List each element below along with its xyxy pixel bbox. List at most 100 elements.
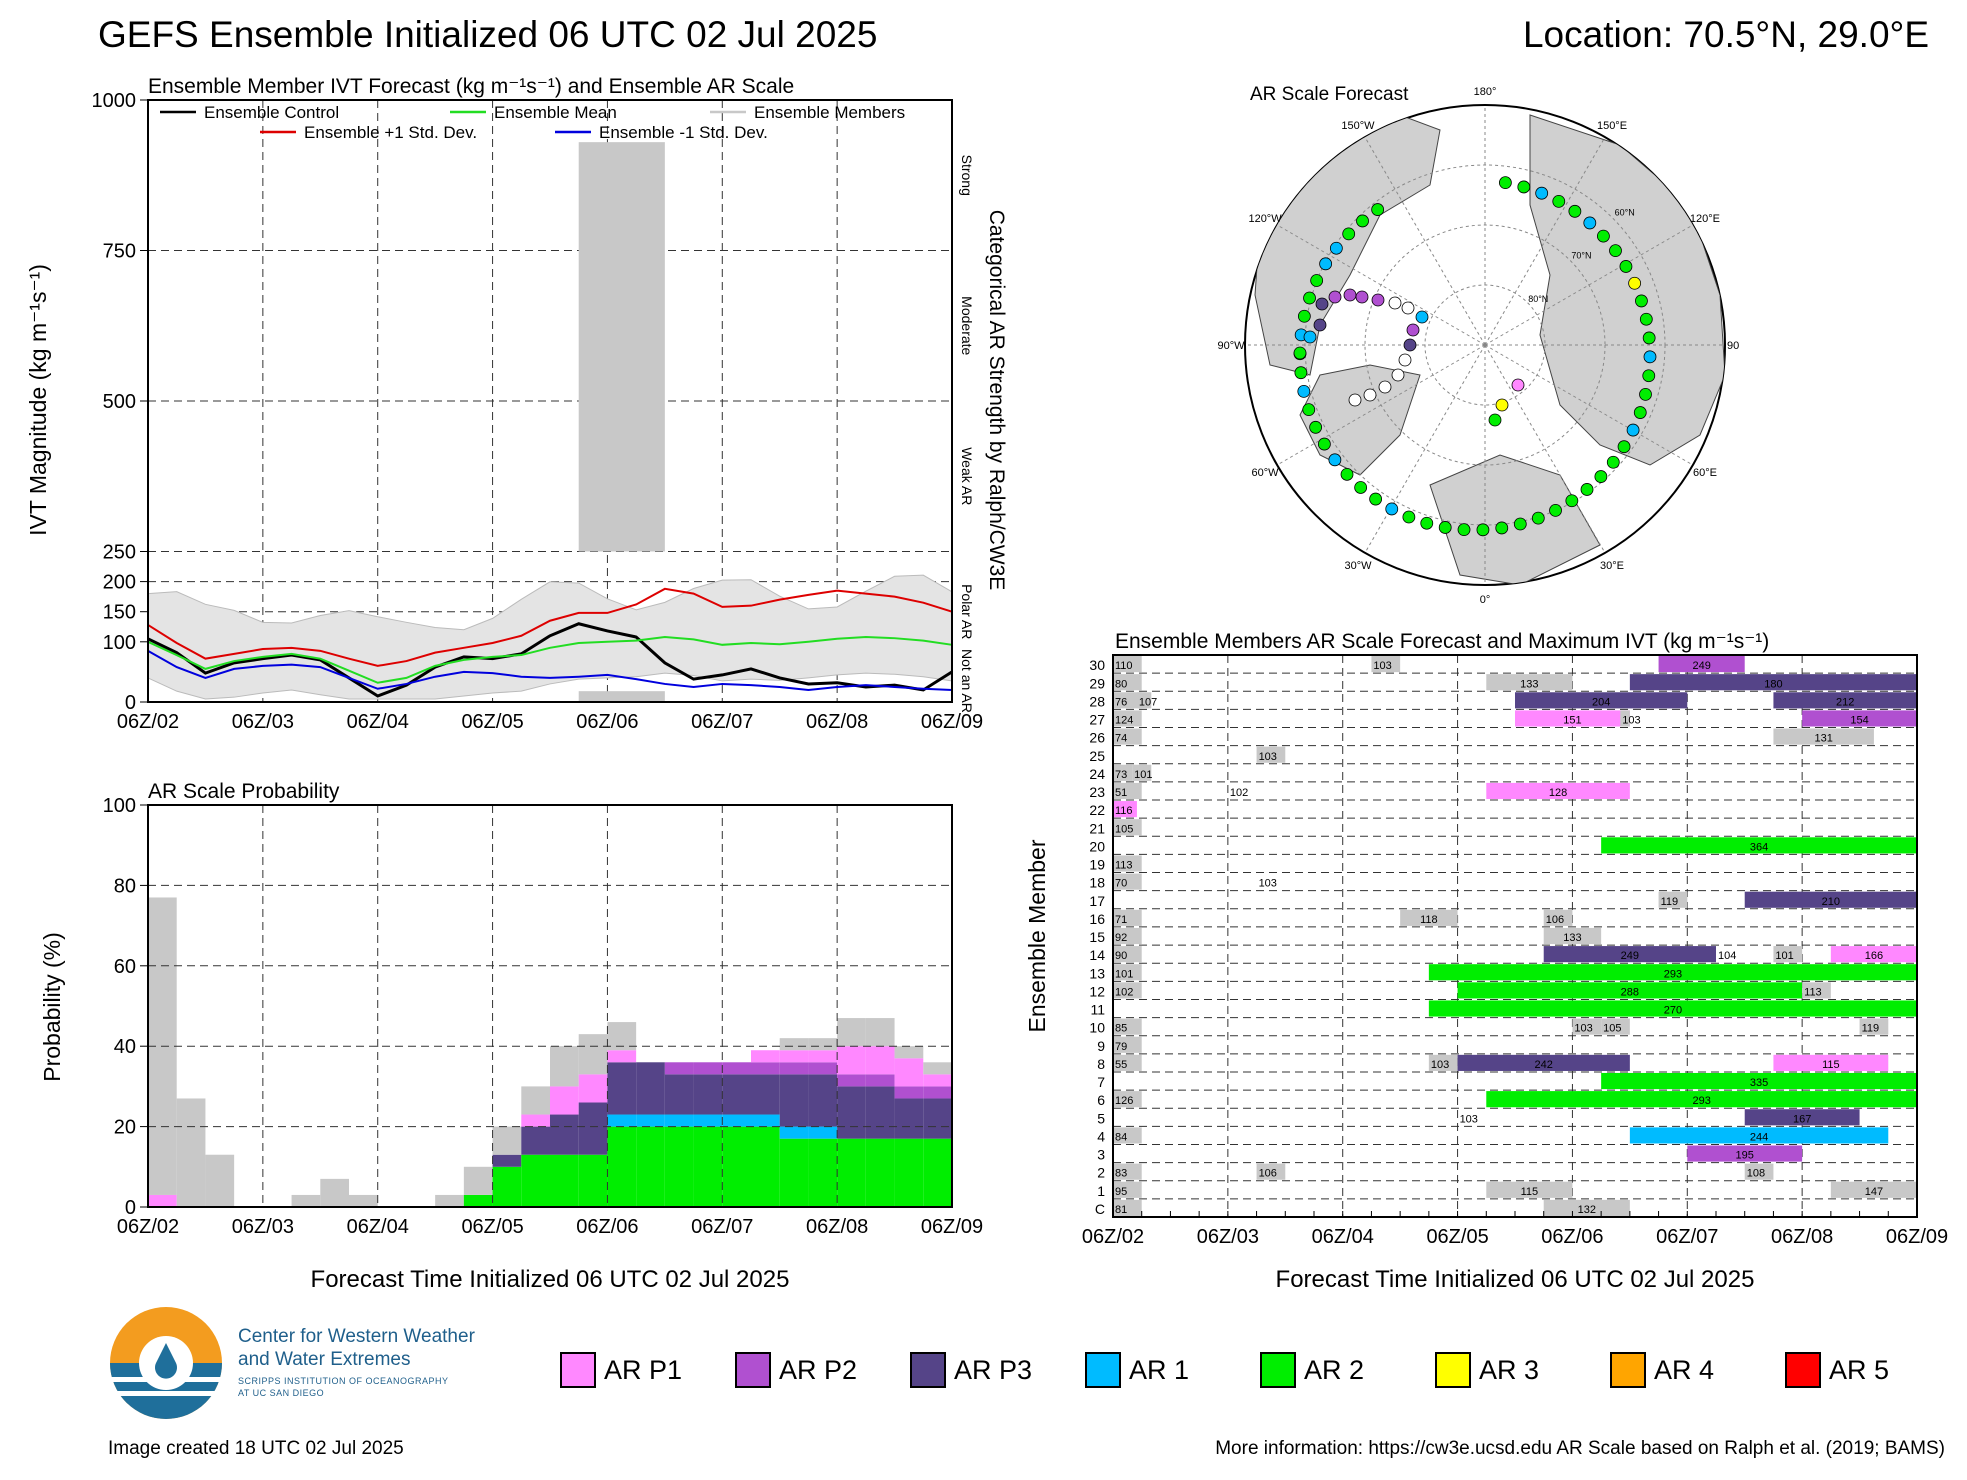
member-event-bar bbox=[1113, 1181, 1142, 1198]
ivt-chart-title: Ensemble Member IVT Forecast (kg m⁻¹s⁻¹)… bbox=[148, 75, 794, 98]
legend-swatch bbox=[560, 1352, 596, 1388]
member-ivt-label: 244 bbox=[1750, 1131, 1768, 1143]
map-lon-label: 120°W bbox=[1248, 213, 1282, 225]
prob-bar-segment bbox=[550, 1114, 579, 1155]
member-label: 26 bbox=[1089, 730, 1105, 746]
member-ivt-label: 113 bbox=[1804, 986, 1822, 998]
prob-bar-segment bbox=[722, 1114, 751, 1127]
prob-bar-segment bbox=[492, 1166, 522, 1207]
map-ar-point bbox=[1476, 523, 1490, 537]
ivt-series-line bbox=[147, 649, 953, 691]
member-label: 19 bbox=[1089, 857, 1105, 873]
prob-bar-segment bbox=[148, 1194, 177, 1207]
member-ivt-label: 270 bbox=[1664, 1005, 1682, 1017]
prob-bar-segment bbox=[894, 1058, 924, 1087]
member-ivt-label: 81 bbox=[1115, 1204, 1127, 1216]
prob-bar-segment bbox=[751, 1074, 780, 1115]
member-ivt-label: 131 bbox=[1814, 733, 1832, 745]
map-ar-point bbox=[1294, 366, 1308, 380]
member-event-bar bbox=[1486, 782, 1630, 800]
ivt-category-label: Strong bbox=[959, 155, 975, 196]
map-ar-point bbox=[1639, 387, 1652, 401]
map-ar-point bbox=[1495, 398, 1509, 412]
map-lon-label: 120°E bbox=[1690, 213, 1720, 225]
map-ar-point bbox=[1348, 393, 1362, 407]
member-event-bar bbox=[1629, 674, 1917, 691]
map-ar-point bbox=[1642, 369, 1656, 383]
prob-bar-segment bbox=[435, 1194, 464, 1207]
prob-bar-segment bbox=[808, 1050, 838, 1063]
legend-label: AR 5 bbox=[1829, 1354, 1890, 1385]
member-ivt-label: 115 bbox=[1822, 1059, 1840, 1071]
cw3e-logo: Center for Western Weather and Water Extr… bbox=[108, 1305, 528, 1425]
map-ar-point bbox=[1402, 510, 1416, 524]
member-event-bar bbox=[1256, 1163, 1286, 1180]
map-lat-label: 80°N bbox=[1528, 294, 1548, 304]
member-ivt-label: 364 bbox=[1750, 841, 1768, 853]
member-label: 7 bbox=[1097, 1074, 1105, 1090]
member-ivt-label: 83 bbox=[1115, 1168, 1127, 1180]
member-event-bar bbox=[1543, 1199, 1630, 1216]
ivt-ytick-label: 500 bbox=[103, 391, 136, 413]
member-ivt-label: 103 bbox=[1259, 878, 1277, 890]
legend-swatch bbox=[1260, 1352, 1296, 1388]
member-ivt-label: 132 bbox=[1578, 1204, 1596, 1216]
prob-ytick-label: 100 bbox=[103, 795, 136, 817]
ivt-xtick-label: 06Z/09 bbox=[921, 711, 983, 733]
prob-bar-segment bbox=[578, 1102, 608, 1155]
legend-label: AR P2 bbox=[779, 1354, 858, 1385]
member-event-bar bbox=[1113, 964, 1142, 981]
member-event-bar bbox=[1132, 764, 1152, 781]
member-label: 28 bbox=[1089, 693, 1105, 709]
map-ar-point bbox=[1626, 423, 1640, 437]
map-ar-point bbox=[1565, 494, 1579, 508]
member-event-bar bbox=[1113, 764, 1133, 781]
member-event-bar bbox=[1113, 819, 1142, 836]
member-ivt-label: 204 bbox=[1592, 696, 1610, 708]
member-ivt-label: 92 bbox=[1115, 932, 1127, 944]
map-ar-point bbox=[1385, 502, 1399, 516]
member-ivt-label: 73 bbox=[1115, 769, 1127, 781]
map-ar-point bbox=[1297, 309, 1311, 323]
member-grid bbox=[1113, 655, 1917, 1217]
prob-bar-segment bbox=[837, 1138, 866, 1207]
member-ivt-label: 166 bbox=[1865, 950, 1883, 962]
logo-line1: Center for Western Weather bbox=[238, 1326, 475, 1347]
prob-bar-segment bbox=[865, 1086, 895, 1139]
ivt-series-line bbox=[147, 635, 953, 684]
prob-bar-segment bbox=[923, 1062, 952, 1075]
legend-swatch bbox=[735, 1352, 771, 1388]
map-meridian bbox=[1364, 344, 1486, 554]
member-event-bar bbox=[1457, 1054, 1630, 1071]
member-event-bar bbox=[1113, 855, 1142, 872]
member-ivt-label: 113 bbox=[1115, 860, 1133, 872]
member-event-bar bbox=[1601, 837, 1917, 854]
member-event-bar bbox=[1744, 1109, 1860, 1126]
member-ivt-label: 95 bbox=[1115, 1186, 1127, 1198]
prob-bar-segment bbox=[894, 1086, 924, 1099]
map-ar-point bbox=[1495, 521, 1509, 535]
map-ar-point bbox=[1369, 492, 1383, 506]
prob-bar-segment bbox=[865, 1018, 895, 1047]
member-event-bar bbox=[1113, 1054, 1142, 1071]
ivt-xtick-label: 06Z/07 bbox=[691, 711, 753, 733]
ar-category-legend: AR P1 AR P2 AR P3 AR 1 AR 2 AR 3 AR 4 AR 5 bbox=[560, 1352, 1940, 1402]
member-event-bar bbox=[1830, 946, 1917, 963]
prob-frame bbox=[147, 804, 953, 1208]
prob-bar-segment bbox=[894, 1098, 924, 1139]
member-xtick-label: 06Z/03 bbox=[1197, 1226, 1259, 1248]
ivt-lines bbox=[147, 587, 953, 698]
member-event-bar bbox=[1515, 710, 1630, 727]
member-ivt-label: 71 bbox=[1115, 914, 1127, 926]
map-ar-point bbox=[1328, 290, 1342, 304]
logo-line3: SCRIPPS INSTITUTION OF OCEANOGRAPHY bbox=[238, 1376, 449, 1386]
member-event-bar bbox=[1543, 909, 1573, 926]
member-event-bar bbox=[1601, 1072, 1917, 1090]
map-ar-point bbox=[1378, 380, 1392, 394]
member-event-bar bbox=[1136, 692, 1152, 709]
info-note: More information: https://cw3e.ucsd.edu … bbox=[1215, 1438, 1945, 1459]
prob-bar-segment bbox=[607, 1050, 637, 1063]
prob-bar-segment bbox=[779, 1126, 809, 1139]
map-ar-point bbox=[1552, 194, 1566, 208]
ivt-xtick-label: 06Z/08 bbox=[806, 711, 868, 733]
